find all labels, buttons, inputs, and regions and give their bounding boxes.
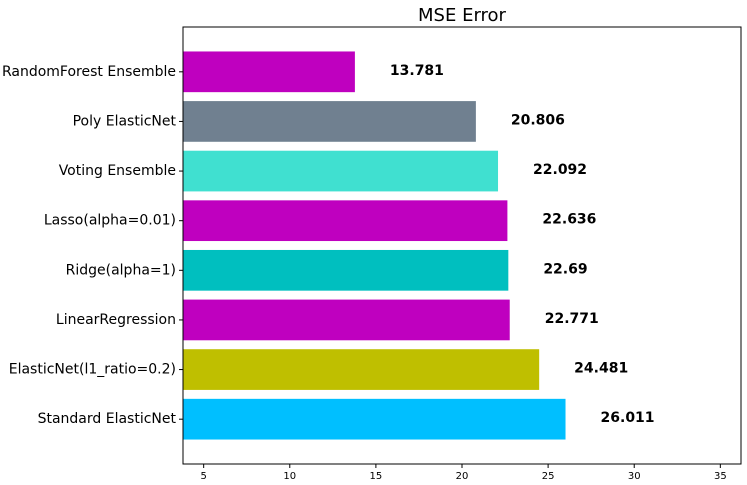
category-label-1: Poly ElasticNet bbox=[73, 113, 177, 129]
bar-4 bbox=[183, 249, 509, 291]
category-label-4: Ridge(alpha=1) bbox=[66, 262, 176, 278]
x-tick-label-0: 5 bbox=[200, 471, 206, 482]
category-label-7: Standard ElasticNet bbox=[38, 411, 177, 427]
value-label-2: 22.092 bbox=[533, 162, 587, 178]
bar-3 bbox=[183, 200, 508, 242]
x-tick-label-2: 15 bbox=[370, 471, 383, 482]
value-labels-group: 13.781 20.806 22.092 22.636 22.69 22.771 24.48… bbox=[390, 63, 655, 426]
bar-5 bbox=[183, 299, 510, 341]
value-label-4: 22.69 bbox=[543, 261, 587, 277]
x-tick-label-1: 10 bbox=[283, 471, 296, 482]
y-axis: RandomForest Ensemble Poly ElasticNet Voti… bbox=[2, 64, 183, 427]
category-label-3: Lasso(alpha=0.01) bbox=[44, 213, 176, 229]
value-label-0: 13.781 bbox=[390, 63, 444, 79]
category-label-0: RandomForest Ensemble bbox=[2, 64, 176, 80]
bar-2 bbox=[183, 150, 499, 192]
category-label-6: ElasticNet(l1_ratio=0.2) bbox=[9, 362, 176, 378]
x-tick-label-4: 25 bbox=[542, 471, 555, 482]
x-tick-label-5: 30 bbox=[628, 471, 641, 482]
bar-7 bbox=[183, 398, 566, 440]
bar-0 bbox=[183, 51, 355, 93]
bars-group bbox=[183, 51, 566, 440]
x-axis: 5 10 15 20 25 30 35 bbox=[200, 464, 727, 482]
category-label-2: Voting Ensemble bbox=[59, 163, 176, 179]
bar-6 bbox=[183, 349, 540, 390]
bar-1 bbox=[183, 101, 476, 142]
x-tick-label-6: 35 bbox=[714, 471, 727, 482]
value-label-6: 24.481 bbox=[574, 361, 628, 377]
value-label-7: 26.011 bbox=[601, 410, 655, 426]
category-label-5: LinearRegression bbox=[56, 312, 176, 328]
x-tick-label-3: 20 bbox=[456, 471, 469, 482]
chart-title: MSE Error bbox=[418, 5, 507, 26]
value-label-3: 22.636 bbox=[542, 212, 596, 228]
plot-area-frame bbox=[182, 26, 742, 465]
value-label-5: 22.771 bbox=[545, 311, 599, 327]
value-label-1: 20.806 bbox=[511, 112, 565, 128]
